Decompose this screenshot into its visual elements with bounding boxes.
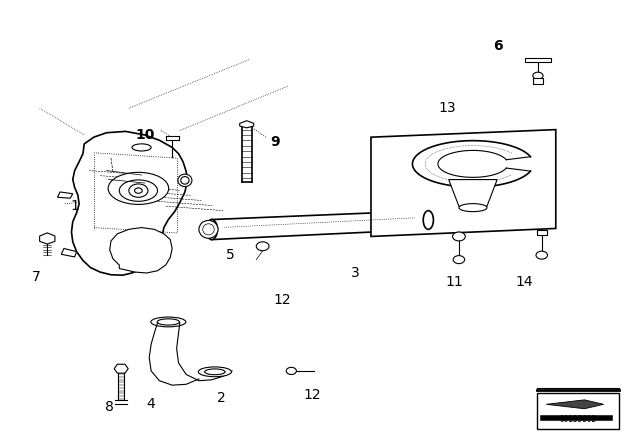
Text: 3: 3 [351,266,360,280]
Ellipse shape [178,174,192,187]
Ellipse shape [132,144,151,151]
Circle shape [134,188,142,193]
Ellipse shape [206,220,218,240]
Polygon shape [525,58,550,62]
Text: 11: 11 [445,275,463,289]
Polygon shape [534,78,543,84]
Ellipse shape [423,211,433,229]
Ellipse shape [151,317,186,327]
Bar [537,393,620,429]
Circle shape [536,251,547,259]
Text: 12: 12 [303,388,321,402]
Polygon shape [449,180,497,206]
Ellipse shape [209,224,215,236]
Circle shape [286,367,296,375]
Ellipse shape [459,204,487,211]
Polygon shape [61,249,77,257]
Polygon shape [371,129,556,237]
Polygon shape [114,364,128,373]
Text: 6: 6 [493,39,503,53]
Polygon shape [58,192,73,198]
Text: 1: 1 [70,199,79,213]
Polygon shape [109,228,172,273]
Polygon shape [240,121,253,128]
Ellipse shape [198,367,232,377]
Text: 5: 5 [227,248,235,262]
Polygon shape [40,233,55,244]
Text: 10: 10 [135,128,154,142]
Ellipse shape [119,180,157,201]
Ellipse shape [205,369,225,375]
Text: 8: 8 [105,400,114,414]
Polygon shape [537,230,547,235]
Text: 14: 14 [515,275,532,289]
Text: 4: 4 [147,397,156,411]
Polygon shape [212,211,428,240]
Circle shape [256,242,269,251]
Text: 13: 13 [438,101,456,115]
Text: 7: 7 [32,271,41,284]
Circle shape [453,256,465,263]
Text: 12: 12 [273,293,291,307]
Text: 2: 2 [217,391,226,405]
Ellipse shape [180,177,189,184]
Ellipse shape [199,220,218,238]
Ellipse shape [157,319,179,325]
Polygon shape [546,400,604,409]
Ellipse shape [203,224,214,235]
Text: 9: 9 [271,135,280,149]
Text: 00135802: 00135802 [559,415,596,424]
Polygon shape [72,131,188,275]
Ellipse shape [108,172,169,204]
Circle shape [533,72,543,79]
Circle shape [129,184,148,197]
Circle shape [452,232,465,241]
